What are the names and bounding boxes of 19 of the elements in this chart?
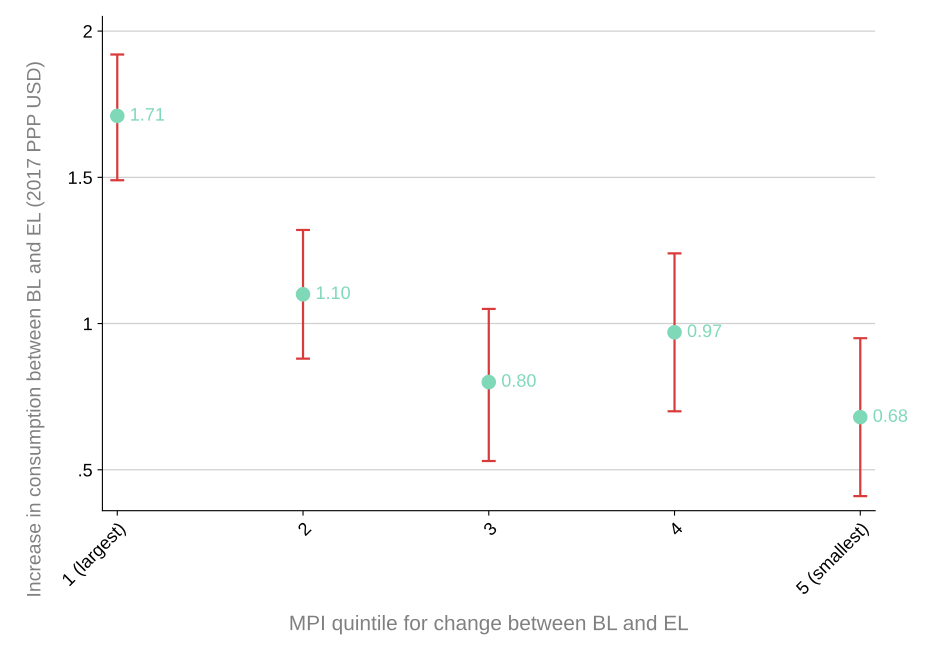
- point: [481, 374, 496, 390]
- x-tick-label: 2: [296, 521, 312, 536]
- point: [852, 410, 868, 424]
- data-label: 0.68: [873, 409, 908, 422]
- x-axis-title: MPI quintile for change between BL and EL: [290, 614, 688, 634]
- y-tick-label: .5: [79, 464, 92, 476]
- point: [667, 325, 682, 340]
- point: [110, 108, 125, 124]
- y-tick-label: 2: [84, 25, 92, 38]
- y-tick-label: 1: [84, 318, 92, 330]
- data-label: 0.97: [688, 324, 722, 338]
- x-tick-label: 3: [482, 521, 498, 536]
- data-label: 1.71: [131, 108, 164, 121]
- data-label: 1.10: [316, 286, 350, 300]
- point: [296, 287, 310, 302]
- y-tick-label: 1.5: [68, 171, 92, 184]
- y-axis-title: Increase in consumption between BL and EL (2017 PPP USD): [26, 62, 44, 596]
- data-label: 0.80: [502, 374, 536, 387]
- x-tick-label: 4: [668, 521, 684, 537]
